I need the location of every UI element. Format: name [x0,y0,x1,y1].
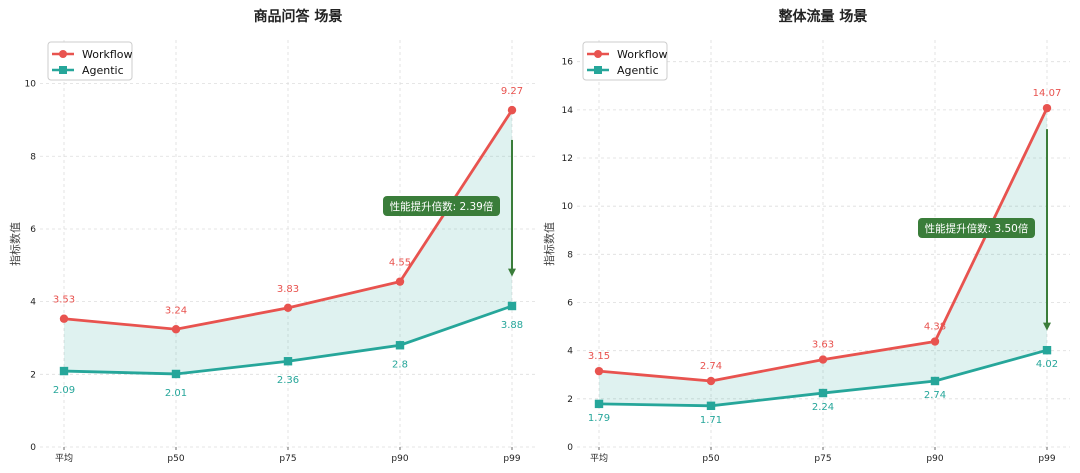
chart-title: 整体流量 场景 [778,8,868,25]
workflow-point [507,105,517,115]
legend-marker-workflow [59,50,67,58]
workflow-data-label: 4.38 [924,322,946,333]
workflow-point [171,325,181,334]
agentic-data-label: 3.88 [501,320,523,331]
agentic-point [930,376,940,386]
workflow-data-label: 14.07 [1033,88,1062,99]
x-tick-label: p90 [391,454,408,464]
agentic-point [395,341,405,350]
legend: Workflow Agentic [582,41,668,81]
y-tick-label: 4 [30,298,36,308]
y-tick-label: 8 [30,152,36,162]
plot-area: 0 2 4 6 8 10 12 14 16 平均 p50 p75 p90 p99 3.15 2.74 3.63 4… [562,40,1070,464]
workflow-point [59,314,69,323]
legend-label-workflow: Workflow [82,48,133,61]
y-tick-label: 2 [30,370,36,380]
legend-label-agentic: Agentic [617,64,659,77]
agentic-data-label: 2.36 [277,375,299,386]
workflow-point [283,303,293,313]
agentic-data-label: 4.02 [1036,359,1058,370]
annotation-text: 性能提升倍数: 3.50倍 [925,222,1029,235]
workflow-data-label: 2.74 [700,361,722,372]
agentic-point [594,399,604,409]
agentic-point [706,401,716,411]
annotation-text: 性能提升倍数: 2.39倍 [390,200,494,213]
y-tick-label: 2 [567,395,573,405]
x-tick-label: p50 [167,454,184,464]
y-axis-label: 指标数值 [542,222,556,266]
y-tick-label: 12 [562,154,573,164]
legend: Workflow Agentic [47,41,133,81]
annotation-box [383,196,500,216]
workflow-data-label: 9.27 [501,86,523,97]
x-tick-label: 平均 [55,452,73,464]
chart-panel-left: 商品问答 场景 指标数值 0 2 4 6 8 10 平均 p50 p75 p90 p99 3.53 3.… [8,8,535,464]
x-tick-label: p75 [814,454,831,464]
chart-title: 商品问答 场景 [254,8,343,25]
workflow-data-label: 3.15 [588,351,610,362]
workflow-point [1042,103,1052,113]
x-tick-label: p75 [279,454,296,464]
agentic-data-label: 2.01 [165,388,187,399]
x-tick-label: p99 [1038,454,1055,464]
agentic-point [283,357,293,366]
y-axis-label: 指标数值 [8,222,22,266]
workflow-point [395,277,405,286]
y-tick-label: 10 [25,80,37,90]
agentic-data-label: 2.8 [392,359,408,370]
y-tick-label: 6 [30,225,36,235]
y-tick-label: 14 [562,106,574,116]
plot-area: 0 2 4 6 8 10 平均 p50 p75 p90 p99 3.53 3.24 3.83 4.55 9.2… [25,40,535,464]
agentic-point [171,369,181,379]
agentic-point [507,301,517,311]
annotation-box [918,218,1035,238]
workflow-point [930,337,940,346]
agentic-data-label: 1.79 [588,413,610,424]
x-tick-label: p50 [702,454,719,464]
workflow-point [706,376,716,386]
x-tick-label: p90 [926,454,943,464]
agentic-point [1042,345,1052,355]
workflow-point [818,355,828,364]
x-tick-label: 平均 [590,452,608,464]
agentic-point [59,366,69,376]
y-tick-label: 16 [562,58,574,68]
workflow-data-label: 3.83 [277,284,299,295]
agentic-point [818,388,828,398]
y-tick-label: 8 [567,250,573,260]
y-tick-label: 0 [30,443,36,453]
y-tick-label: 0 [567,443,573,453]
workflow-data-label: 3.53 [53,295,75,306]
legend-marker-workflow [594,50,602,58]
legend-marker-agentic [59,66,67,74]
agentic-data-label: 2.09 [53,385,75,396]
chart-panel-right: 整体流量 场景 指标数值 0 2 4 6 8 10 12 14 16 平均 p50 p75 p90 p99… [542,8,1070,464]
agentic-data-label: 2.24 [812,402,834,413]
legend-label-workflow: Workflow [617,48,668,61]
improvement-annotation: 性能提升倍数: 3.50倍 [918,218,1035,238]
agentic-data-label: 1.71 [700,415,722,426]
y-tick-label: 4 [567,347,573,357]
workflow-data-label: 3.63 [812,340,834,351]
y-tick-label: 10 [562,202,574,212]
legend-marker-agentic [594,66,602,74]
improvement-annotation: 性能提升倍数: 2.39倍 [383,196,500,216]
workflow-data-label: 4.55 [389,258,411,269]
legend-label-agentic: Agentic [82,64,124,77]
agentic-data-label: 2.74 [924,390,946,401]
x-tick-label: p99 [503,454,520,464]
fill-between [64,110,512,374]
y-tick-label: 6 [567,299,573,309]
workflow-point [594,366,604,376]
workflow-data-label: 3.24 [165,305,187,316]
